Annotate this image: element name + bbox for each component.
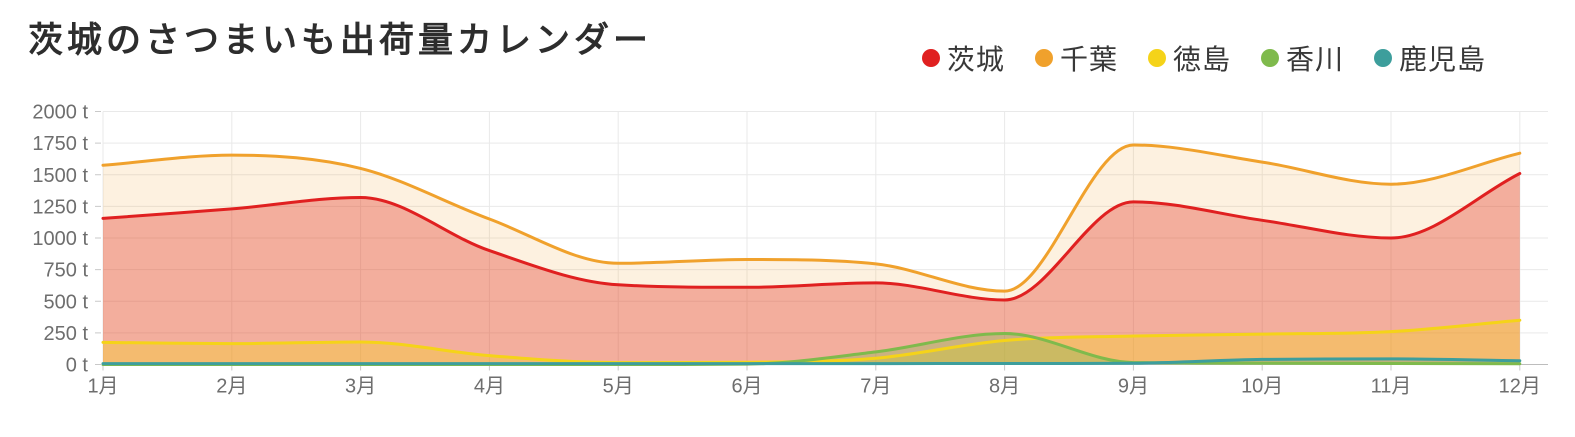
x-tick-label: 11月 <box>1371 376 1412 398</box>
legend-dot-icon <box>1147 49 1166 67</box>
y-tick-label: 500 t <box>44 291 89 313</box>
legend-label-ibaraki: 茨城 <box>946 44 1005 75</box>
legend-item-chiba[interactable]: 千葉 <box>1034 38 1118 78</box>
legend-label-kagoshima: 鹿児島 <box>1398 44 1486 75</box>
series-line-kagoshima <box>101 357 1522 366</box>
legend-item-kagawa[interactable]: 香川 <box>1260 38 1344 78</box>
x-tick-label: 3月 <box>345 376 376 398</box>
x-tick-label: 9月 <box>1118 376 1149 398</box>
y-tick-label: 1250 t <box>32 196 88 218</box>
legend-item-tokushima[interactable]: 徳島 <box>1147 38 1231 78</box>
legend-label-tokushima: 徳島 <box>1172 44 1231 75</box>
legend-dot-icon <box>1260 49 1279 67</box>
legend-item-ibaraki[interactable]: 茨城 <box>921 38 1005 78</box>
y-tick-label: 0 t <box>66 355 89 377</box>
legend-dot-icon <box>1373 49 1392 67</box>
x-tick-label: 5月 <box>603 376 634 398</box>
x-tick-label: 10月 <box>1241 376 1283 398</box>
legend-label-chiba: 千葉 <box>1059 44 1118 75</box>
x-tick-label: 7月 <box>860 376 891 398</box>
legend-item-kagoshima[interactable]: 鹿児島 <box>1373 38 1486 78</box>
legend-dot-icon <box>1034 49 1053 67</box>
x-tick-label: 1月 <box>87 376 118 398</box>
x-tick-label: 8月 <box>989 376 1020 398</box>
y-tick-label: 250 t <box>44 323 89 345</box>
series-line-chiba <box>101 143 1522 293</box>
y-tick-label: 1750 t <box>32 133 88 155</box>
series-line-ibaraki <box>101 172 1522 302</box>
chart-legend: 茨城 千葉 徳島 香川 鹿児島 <box>921 38 1486 78</box>
legend-label-kagawa: 香川 <box>1285 44 1344 75</box>
y-tick-label: 2000 t <box>32 102 88 124</box>
legend-dot-icon <box>921 49 940 67</box>
x-tick-label: 2月 <box>216 376 247 398</box>
x-tick-label: 4月 <box>474 376 505 398</box>
chart-title: 茨城のさつまいも出荷量カレンダー <box>28 21 653 60</box>
y-tick-label: 750 t <box>44 260 89 282</box>
y-tick-label: 1000 t <box>32 228 88 250</box>
series-line-tokushima <box>101 318 1522 365</box>
x-tick-label: 6月 <box>731 376 762 398</box>
x-tick-label: 12月 <box>1499 376 1541 398</box>
series-area-ibaraki <box>103 173 1520 365</box>
series-area-chiba <box>103 145 1520 365</box>
y-tick-label: 1500 t <box>32 165 88 187</box>
